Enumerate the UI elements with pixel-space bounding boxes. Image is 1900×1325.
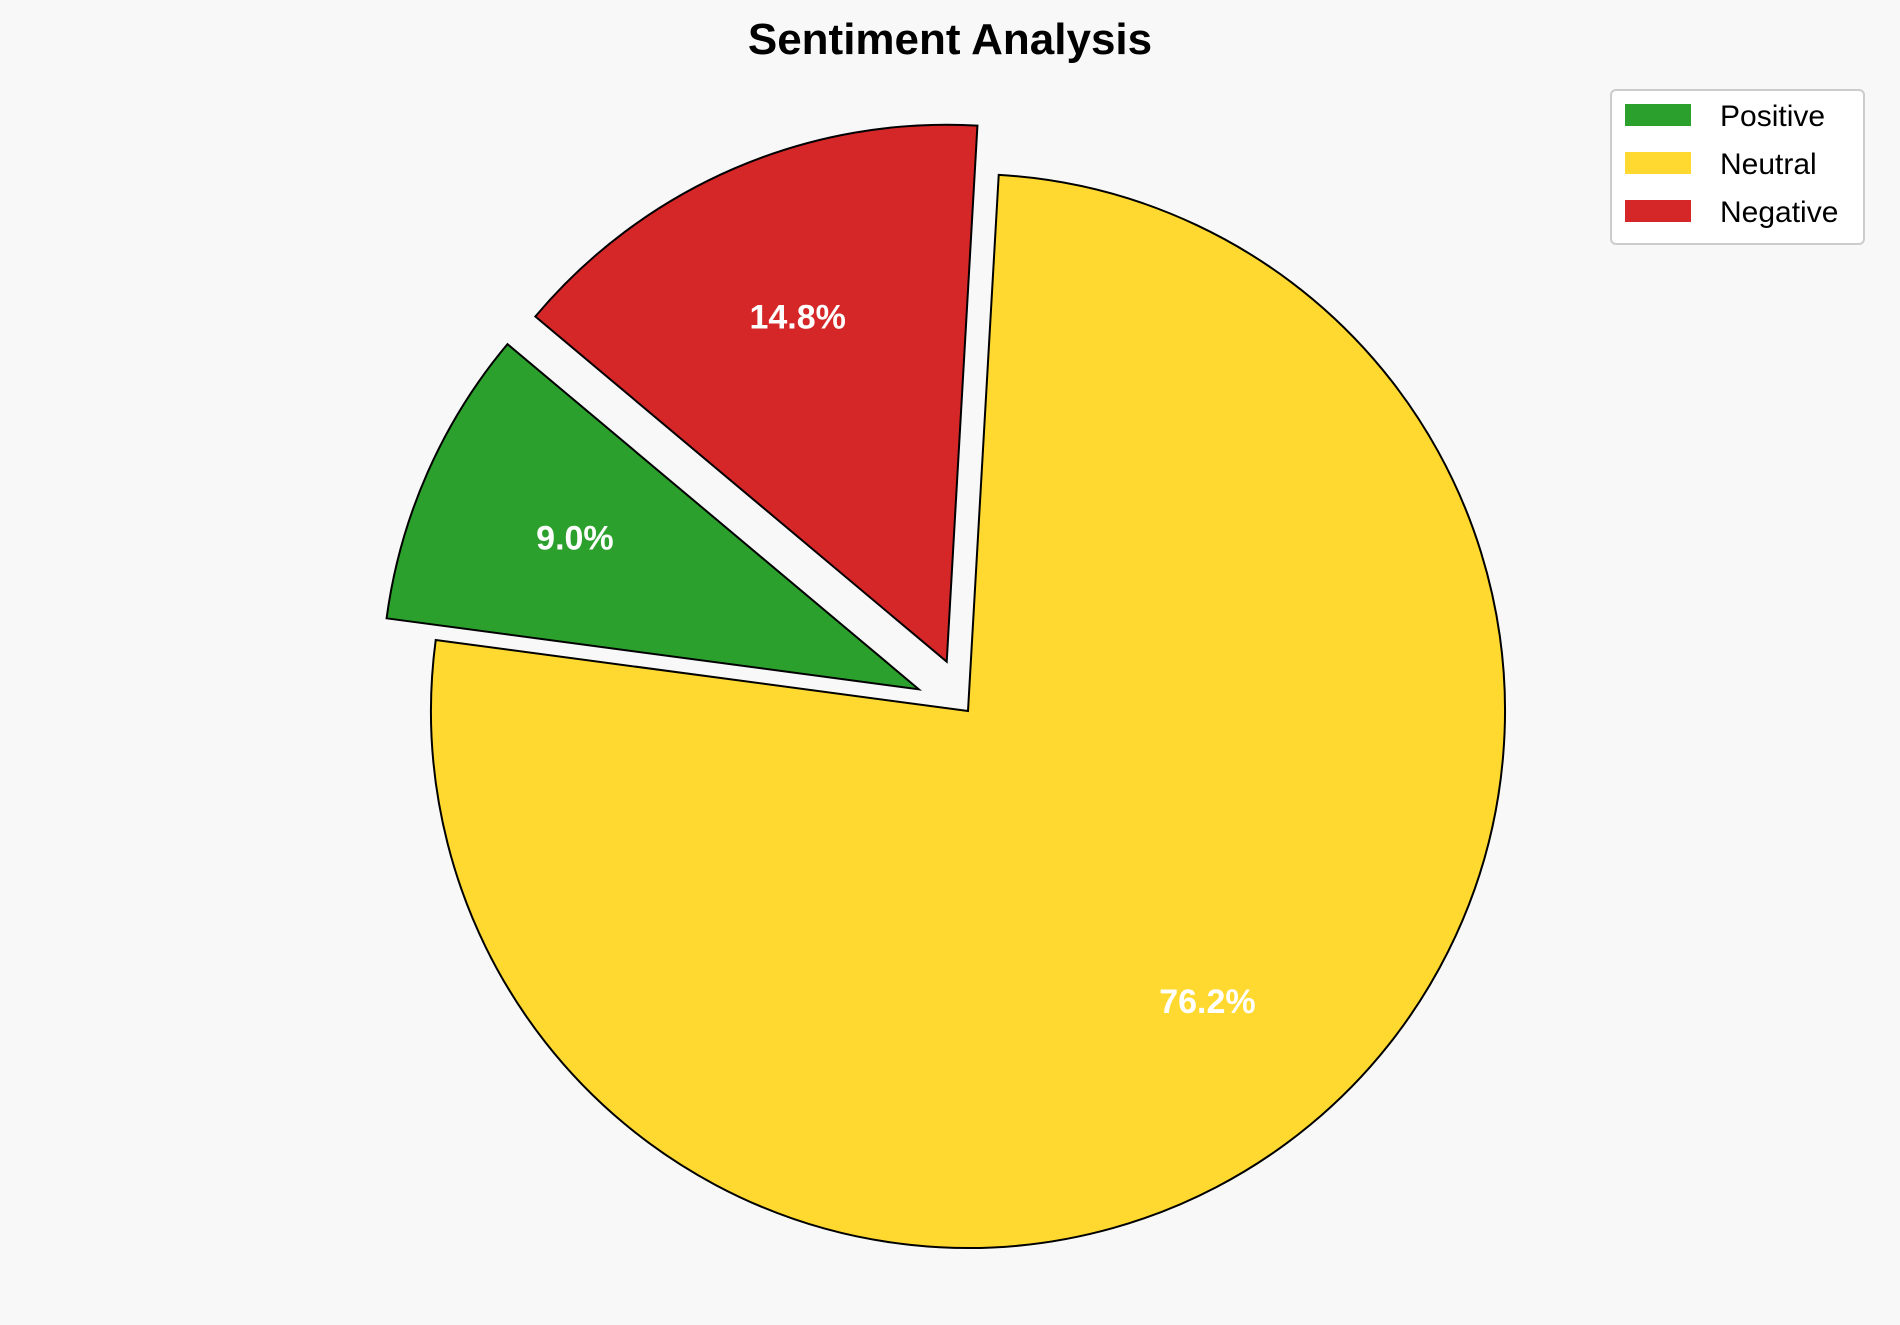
slice-label-positive: 9.0% [536, 520, 614, 558]
chart-title: Sentiment Analysis [748, 15, 1152, 64]
legend: Positive Neutral Negative [1610, 89, 1865, 245]
pie-slice-negative [533, 123, 979, 664]
legend-label-positive: Positive [1720, 100, 1825, 133]
slice-label-negative: 14.8% [749, 299, 845, 337]
legend-label-neutral: Neutral [1720, 148, 1817, 181]
pie-slice-neutral [430, 173, 1506, 1249]
legend-swatch-negative [1625, 200, 1691, 222]
legend-label-negative: Negative [1720, 196, 1838, 229]
slice-label-neutral: 76.2% [1159, 983, 1255, 1021]
legend-swatch-neutral [1625, 152, 1691, 174]
legend-swatch-positive [1625, 104, 1691, 126]
pie-slice-positive [385, 342, 923, 691]
